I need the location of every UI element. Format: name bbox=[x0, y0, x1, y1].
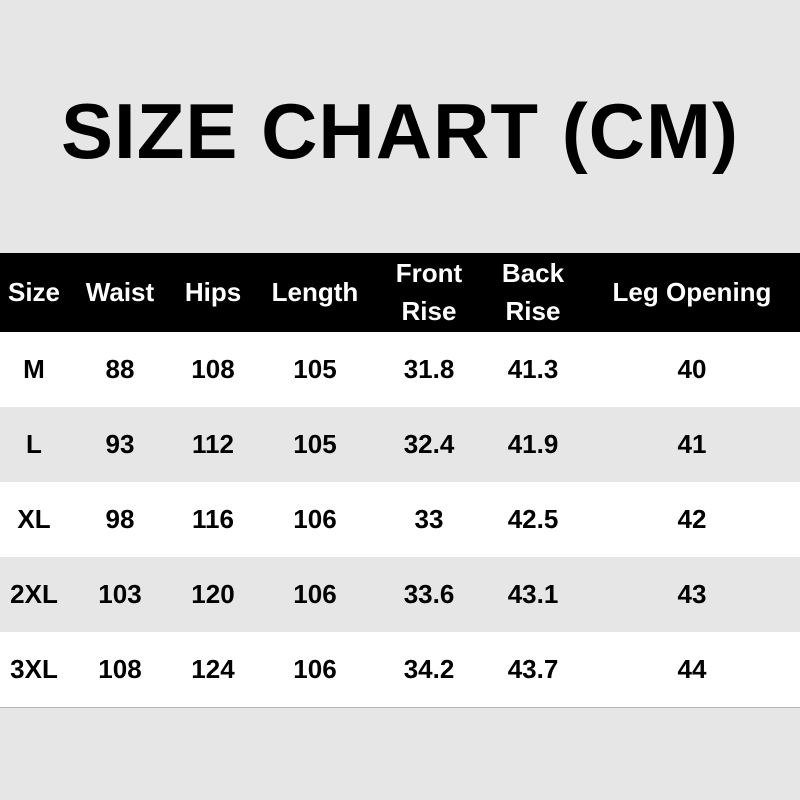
table-cell: 105 bbox=[254, 332, 376, 407]
table-cell: 124 bbox=[172, 632, 254, 708]
table-cell: M bbox=[0, 332, 68, 407]
column-header-label: Leg Opening bbox=[612, 276, 772, 307]
table-cell: XL bbox=[0, 482, 68, 557]
table-cell: L bbox=[0, 407, 68, 482]
table-cell: 43.1 bbox=[482, 557, 584, 632]
table-cell: 33.6 bbox=[376, 557, 482, 632]
table-cell: 2XL bbox=[0, 557, 68, 632]
table-row: 3XL 108 124 106 34.2 43.7 44 bbox=[0, 632, 800, 708]
page-title: SIZE CHART (CM) bbox=[61, 87, 739, 175]
table-cell: 116 bbox=[172, 482, 254, 557]
column-header: Hips bbox=[172, 253, 254, 332]
table-cell: 3XL bbox=[0, 632, 68, 708]
table-cell: 112 bbox=[172, 407, 254, 482]
table-cell: 32.4 bbox=[376, 407, 482, 482]
table-cell: 34.2 bbox=[376, 632, 482, 708]
table-cell: 88 bbox=[68, 332, 172, 407]
table-cell: 42.5 bbox=[482, 482, 584, 557]
column-header: Back Rise bbox=[482, 253, 584, 332]
table-cell: 93 bbox=[68, 407, 172, 482]
table-cell: 106 bbox=[254, 482, 376, 557]
table-cell: 41.9 bbox=[482, 407, 584, 482]
table-cell: 42 bbox=[584, 482, 800, 557]
column-header-label: Size bbox=[7, 276, 61, 307]
table-row: XL 98 116 106 33 42.5 42 bbox=[0, 482, 800, 557]
column-header-label: Front bbox=[395, 257, 463, 288]
table-cell: 105 bbox=[254, 407, 376, 482]
table-cell: 106 bbox=[254, 632, 376, 708]
column-header-label: Waist bbox=[85, 276, 155, 307]
column-header: Length bbox=[254, 253, 376, 332]
column-header: Front Rise bbox=[376, 253, 482, 332]
size-chart-table: Size Waist Hips Length Front Rise Back Rise Leg … bbox=[0, 253, 800, 708]
column-header: Size bbox=[0, 253, 68, 332]
table-row: 2XL 103 120 106 33.6 43.1 43 bbox=[0, 557, 800, 632]
column-header-label: Length bbox=[271, 276, 359, 307]
table-cell: 103 bbox=[68, 557, 172, 632]
table-cell: 44 bbox=[584, 632, 800, 708]
column-header-label: Rise bbox=[401, 295, 457, 326]
table-cell: 41.3 bbox=[482, 332, 584, 407]
table-cell: 106 bbox=[254, 557, 376, 632]
table-cell: 33 bbox=[376, 482, 482, 557]
column-header-label: Hips bbox=[184, 276, 242, 307]
table-cell: 120 bbox=[172, 557, 254, 632]
table-cell: 40 bbox=[584, 332, 800, 407]
table-cell: 108 bbox=[68, 632, 172, 708]
table-cell: 41 bbox=[584, 407, 800, 482]
table-cell: 108 bbox=[172, 332, 254, 407]
column-header: Waist bbox=[68, 253, 172, 332]
column-header: Leg Opening bbox=[584, 253, 800, 332]
table-cell: 31.8 bbox=[376, 332, 482, 407]
table-row: L 93 112 105 32.4 41.9 41 bbox=[0, 407, 800, 482]
column-header-label: Back bbox=[501, 257, 565, 288]
table-header-row: Size Waist Hips Length Front Rise Back Rise Leg … bbox=[0, 253, 800, 332]
column-header-label: Rise bbox=[505, 295, 561, 326]
table-row: M 88 108 105 31.8 41.3 40 bbox=[0, 332, 800, 407]
table-cell: 43 bbox=[584, 557, 800, 632]
table-cell: 43.7 bbox=[482, 632, 584, 708]
table-cell: 98 bbox=[68, 482, 172, 557]
